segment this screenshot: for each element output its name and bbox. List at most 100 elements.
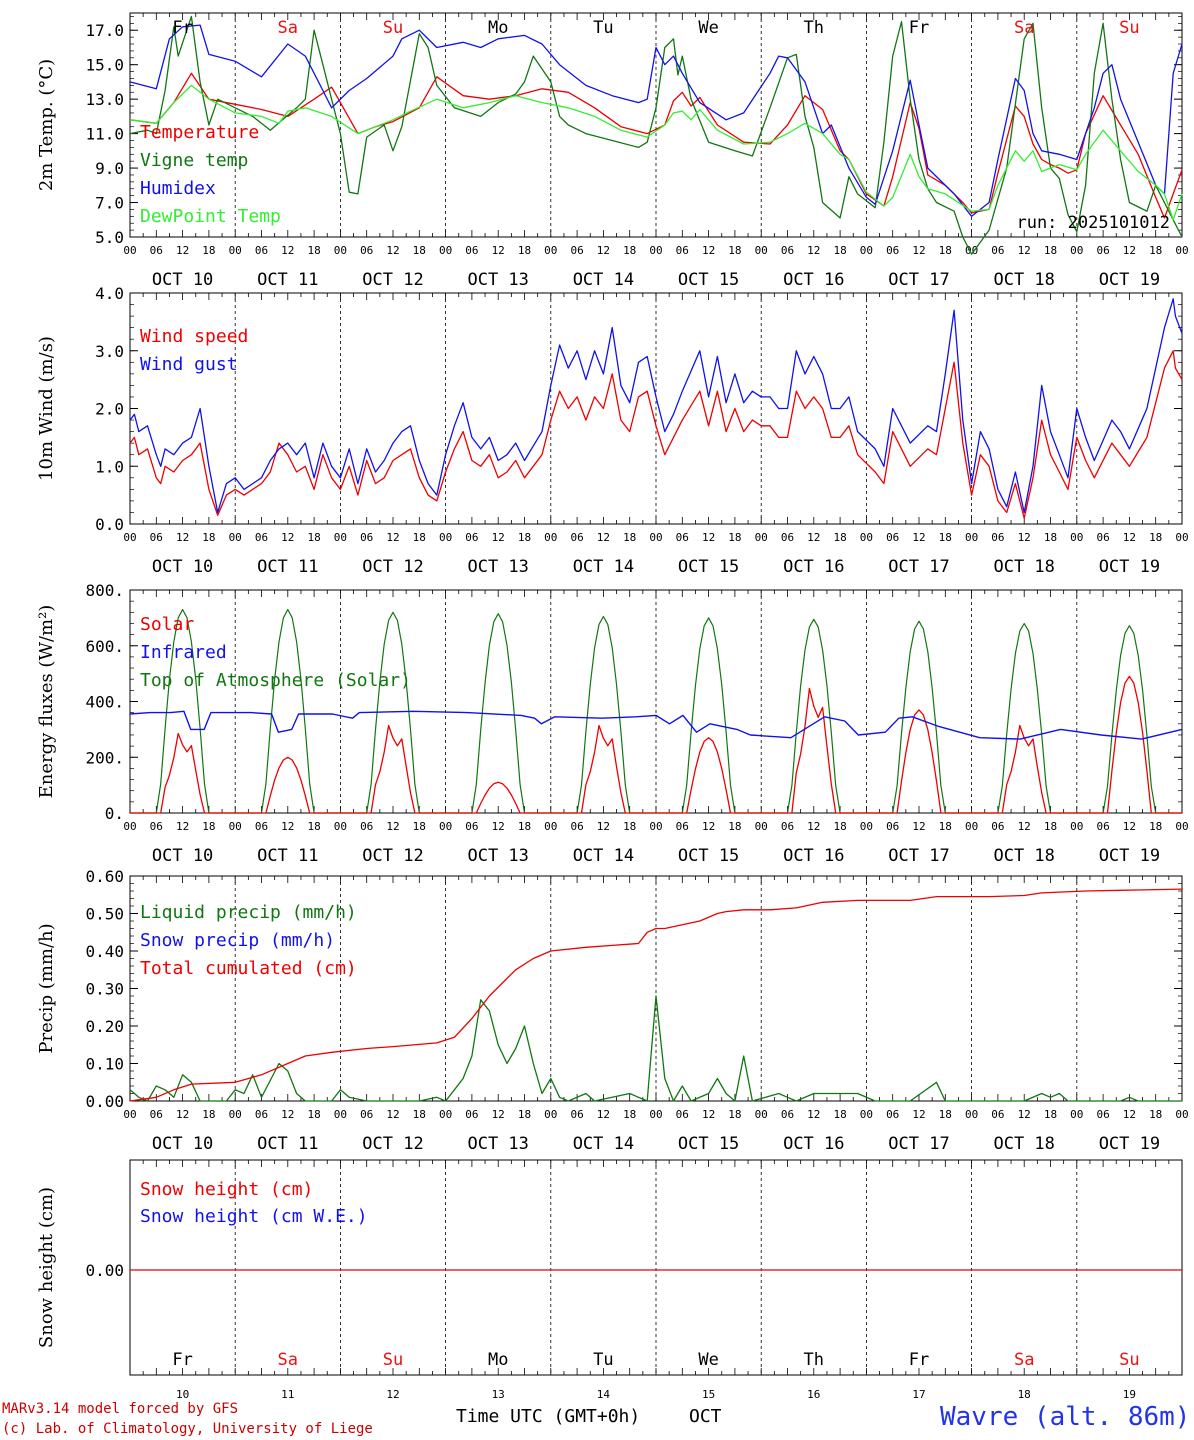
hour-label: 12 xyxy=(807,531,820,544)
hour-label: 18 xyxy=(623,244,636,257)
date-label: OCT 10 xyxy=(152,1134,213,1154)
y-axis-title: 2m Temp. (°C) xyxy=(36,59,57,191)
hour-label: 18 xyxy=(202,820,215,833)
hour-label: 00 xyxy=(755,820,768,833)
hour-label: 00 xyxy=(860,1108,873,1121)
hour-label: 12 xyxy=(492,531,505,544)
hour-label: 12 xyxy=(1123,1108,1136,1121)
hour-label: 06 xyxy=(255,820,268,833)
hour-label: 06 xyxy=(781,1108,794,1121)
hour-label: 00 xyxy=(1070,531,1083,544)
hour-label: 00 xyxy=(965,820,978,833)
day-abbr-bottom: Sa xyxy=(278,1350,298,1370)
hour-label: 06 xyxy=(360,531,373,544)
hour-label: 12 xyxy=(386,820,399,833)
hour-label: 06 xyxy=(676,1108,689,1121)
day-abbr-bottom: Fr xyxy=(909,1350,929,1370)
hour-label: 18 xyxy=(623,531,636,544)
hour-label: 12 xyxy=(176,820,189,833)
legend-entry: Temperature xyxy=(140,122,259,143)
hour-label: 18 xyxy=(307,531,320,544)
y-tick-label: 0.40 xyxy=(85,942,124,961)
day-abbr-top: Su xyxy=(383,18,403,38)
hour-label: 18 xyxy=(413,244,426,257)
series-line-wind-gust xyxy=(129,298,1183,514)
hour-label: 06 xyxy=(255,531,268,544)
hour-label: 00 xyxy=(544,820,557,833)
y-tick-label: 0.00 xyxy=(85,1092,124,1111)
date-label: OCT 16 xyxy=(783,846,844,866)
hour-label: 12 xyxy=(1018,531,1031,544)
day-abbr-bottom: Sa xyxy=(1014,1350,1034,1370)
legend-entry: Wind speed xyxy=(140,326,248,347)
date-label: OCT 19 xyxy=(1099,557,1160,577)
hour-label: 00 xyxy=(965,1108,978,1121)
series-line-total-cumulated-cm- xyxy=(129,888,1183,1102)
hour-label: 00 xyxy=(439,1108,452,1121)
hour-label: 00 xyxy=(649,531,662,544)
legend-entry: Total cumulated (cm) xyxy=(140,958,357,979)
date-label: OCT 17 xyxy=(888,846,949,866)
date-label: OCT 12 xyxy=(362,270,423,290)
hour-label: 18 xyxy=(307,244,320,257)
day-number: 10 xyxy=(176,1388,189,1401)
hour-label: 12 xyxy=(807,820,820,833)
hour-label: 06 xyxy=(465,531,478,544)
hour-label: 06 xyxy=(465,820,478,833)
hour-label: 06 xyxy=(570,244,583,257)
hour-label: 18 xyxy=(623,1108,636,1121)
series-line-dewpoint-temp xyxy=(129,84,1183,221)
hour-label: 00 xyxy=(334,1108,347,1121)
date-label: OCT 13 xyxy=(467,1134,528,1154)
hour-label: 12 xyxy=(1123,244,1136,257)
day-abbr-top: Sa xyxy=(278,18,298,38)
hour-label: 00 xyxy=(334,531,347,544)
date-label: OCT 14 xyxy=(573,1134,634,1154)
legend-entry: Vigne temp xyxy=(140,150,248,171)
hour-label: 00 xyxy=(334,244,347,257)
y-axis-title: Energy fluxes (W/m²) xyxy=(36,605,57,799)
day-number: 17 xyxy=(912,1388,925,1401)
y-tick-label: 13.0 xyxy=(85,90,124,109)
model-credit: MARv3.14 model forced by GFS xyxy=(2,1401,239,1417)
day-abbr-top: Mo xyxy=(488,18,508,38)
hour-label: 12 xyxy=(702,244,715,257)
legend-entry: Snow height (cm W.E.) xyxy=(140,1206,368,1227)
hour-label: 00 xyxy=(860,531,873,544)
hour-label: 06 xyxy=(1096,1108,1109,1121)
hour-label: 12 xyxy=(912,1108,925,1121)
hour-label: 06 xyxy=(150,531,163,544)
date-label: OCT 17 xyxy=(888,557,949,577)
hour-label: 06 xyxy=(991,1108,1004,1121)
y-tick-label: 5.0 xyxy=(95,228,124,247)
hour-label: 06 xyxy=(886,244,899,257)
hour-label: 18 xyxy=(1149,1108,1162,1121)
hour-label: 18 xyxy=(518,1108,531,1121)
date-label: OCT 15 xyxy=(678,270,739,290)
hour-label: 12 xyxy=(386,1108,399,1121)
day-number: 16 xyxy=(807,1388,820,1401)
y-tick-label: 0.10 xyxy=(85,1055,124,1074)
hour-label: 18 xyxy=(728,820,741,833)
hour-label: 06 xyxy=(150,1108,163,1121)
hour-label: 12 xyxy=(1018,1108,1031,1121)
date-label: OCT 18 xyxy=(993,557,1054,577)
hour-label: 18 xyxy=(518,820,531,833)
hour-label: 18 xyxy=(728,531,741,544)
hour-label: 18 xyxy=(1149,820,1162,833)
hour-label: 12 xyxy=(912,244,925,257)
hour-label: 18 xyxy=(728,244,741,257)
y-tick-label: 4.0 xyxy=(95,284,124,303)
hour-label: 06 xyxy=(676,244,689,257)
hour-label: 18 xyxy=(1044,244,1057,257)
date-label: OCT 16 xyxy=(783,1134,844,1154)
hour-label: 18 xyxy=(518,244,531,257)
hour-label: 12 xyxy=(386,531,399,544)
hour-label: 12 xyxy=(1018,244,1031,257)
date-label: OCT 16 xyxy=(783,557,844,577)
hour-label: 12 xyxy=(281,531,294,544)
hour-label: 18 xyxy=(833,820,846,833)
day-number: 14 xyxy=(597,1388,611,1401)
date-label: OCT 10 xyxy=(152,846,213,866)
hour-label: 06 xyxy=(150,820,163,833)
